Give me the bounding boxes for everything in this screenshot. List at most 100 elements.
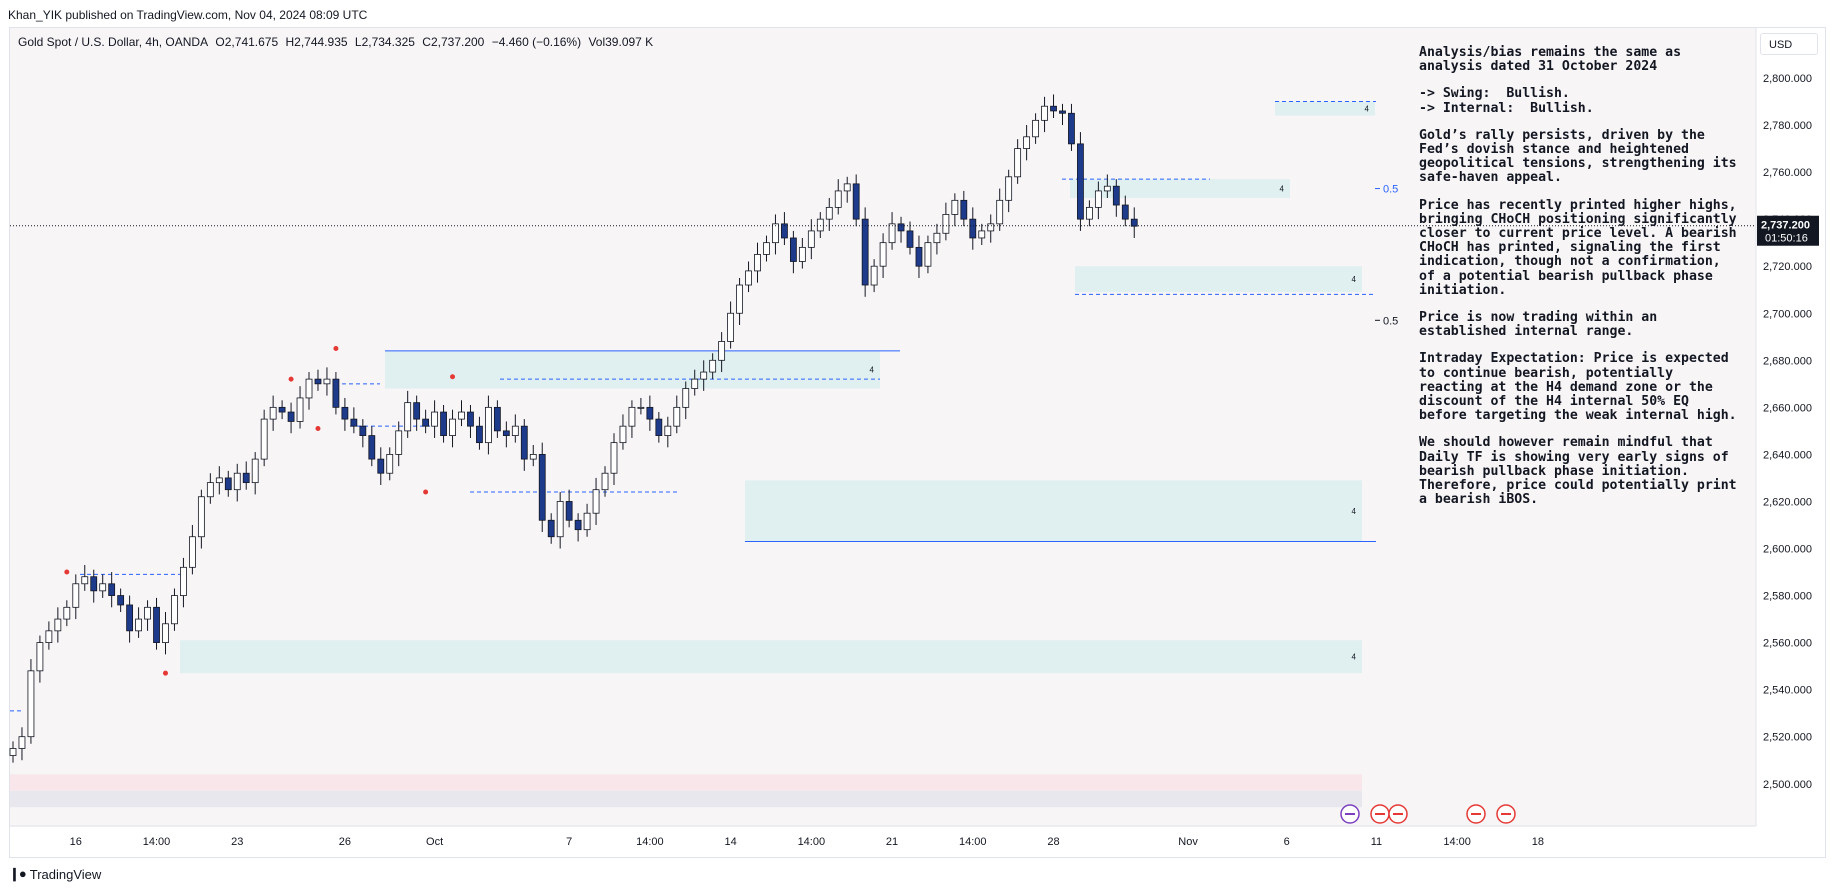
bull-candle (951, 199, 959, 215)
last-price-value: 2,737.200 (1761, 220, 1810, 232)
bull-candle (718, 341, 726, 361)
bull-candle (305, 378, 313, 399)
x-tick-label: 14:00 (1443, 836, 1471, 848)
symbol-legend[interactable]: Gold Spot / U.S. Dollar, 4h, OANDA O2,74… (18, 35, 657, 49)
bull-candle (81, 576, 89, 585)
bull-candle (72, 583, 80, 608)
bear-candle (897, 223, 905, 232)
x-tick-label: 23 (231, 836, 243, 848)
bull-candle (763, 242, 770, 255)
bull-candle (682, 388, 690, 408)
bull-candle (825, 206, 833, 220)
x-tick-label: 14:00 (143, 836, 171, 848)
bull-candle (843, 183, 851, 192)
bull-candle (18, 736, 26, 749)
bull-candle (709, 359, 717, 373)
y-tick-label: 2,680.000 (1763, 355, 1812, 367)
bull-candle (736, 284, 743, 314)
bull-candle (180, 566, 187, 596)
pivot-marker (64, 569, 70, 575)
plot-area[interactable] (10, 28, 1756, 827)
x-tick-label: 21 (886, 836, 898, 848)
bull-candle (727, 312, 734, 342)
y-tick-label: 2,520.000 (1763, 732, 1812, 744)
tradingview-logo[interactable]: ❙● TradingView (9, 866, 101, 882)
bull-candle (395, 430, 403, 455)
bear-candle (789, 237, 797, 262)
bear-candle (781, 223, 788, 239)
zone (1070, 179, 1290, 198)
ohlc-low: L2,734.325 (354, 35, 415, 49)
bull-candle (144, 606, 151, 620)
bear-candle (377, 458, 385, 474)
bear-candle (350, 418, 358, 427)
tradingview-label: TradingView (29, 866, 102, 882)
bull-candle (754, 254, 761, 272)
bull-candle (269, 406, 277, 420)
x-tick-label: 14:00 (636, 836, 664, 848)
bull-candle (251, 458, 259, 484)
pivot-marker (162, 670, 168, 676)
y-tick-label: 2,500.000 (1763, 779, 1812, 791)
bull-candle (215, 477, 223, 484)
bull-candle (807, 230, 815, 248)
bull-candle (233, 472, 241, 491)
symbol-name[interactable]: Gold Spot / U.S. Dollar, 4h, OANDA (18, 35, 209, 49)
demand-zone (1075, 266, 1362, 293)
y-tick-label: 2,580.000 (1763, 591, 1812, 603)
bull-candle (610, 442, 618, 474)
bull-candle (54, 618, 62, 632)
bear-candle (153, 606, 160, 643)
bull-candle (1103, 185, 1111, 192)
bear-candle (314, 378, 322, 385)
y-tick-label: 2,720.000 (1763, 261, 1812, 273)
bear-candle (565, 501, 573, 521)
bull-candle (592, 489, 600, 514)
x-tick-label: 6 (1284, 836, 1290, 848)
bear-candle (1059, 110, 1066, 114)
bear-candle (852, 183, 860, 220)
bull-candle (1041, 105, 1048, 121)
y-tick-label: 2,780.000 (1763, 120, 1812, 132)
bull-candle (834, 190, 842, 208)
ohlc-change: −4.460 (−0.16%) (491, 35, 582, 49)
bear-candle (287, 411, 295, 422)
supply-zone (1275, 101, 1375, 116)
y-tick-label: 2,600.000 (1763, 544, 1812, 556)
bull-candle (260, 418, 268, 460)
bear-candle (476, 425, 483, 444)
last-price-badge (1757, 215, 1819, 246)
bull-candle (449, 418, 456, 436)
bear-candle (126, 604, 134, 632)
y-tick-label: 2,700.000 (1763, 308, 1812, 320)
bull-candle (987, 223, 995, 232)
y-tick-label: 2,620.000 (1763, 496, 1812, 508)
bull-candle (323, 378, 331, 385)
currency-button[interactable]: USD (1760, 33, 1818, 55)
x-tick-label: 7 (566, 836, 572, 848)
bull-candle (772, 223, 779, 244)
y-tick-label: 2,640.000 (1763, 449, 1812, 461)
y-tick-label: 2,760.000 (1763, 167, 1812, 179)
analysis-paragraph: Analysis/bias remains the same as analys… (1419, 45, 1689, 75)
bull-candle (691, 378, 699, 389)
bull-candle (798, 246, 806, 262)
bear-candle (359, 425, 367, 436)
pivot-marker (288, 376, 294, 382)
bear-candle (520, 425, 528, 460)
bear-candle (1130, 218, 1138, 227)
bull-candle (197, 496, 205, 538)
bull-candle (673, 406, 681, 427)
bear-candle (861, 218, 869, 286)
bull-candle (1005, 176, 1013, 201)
bull-candle (1014, 148, 1022, 178)
x-tick-label: 28 (1047, 836, 1059, 848)
bear-candle (969, 218, 977, 239)
bull-candle (188, 536, 196, 568)
pivot-marker (333, 346, 339, 352)
bull-candle (637, 406, 645, 409)
bull-candle (162, 623, 169, 644)
bull-candle (619, 425, 627, 444)
pivot-marker (423, 489, 429, 495)
bear-candle (422, 418, 430, 427)
